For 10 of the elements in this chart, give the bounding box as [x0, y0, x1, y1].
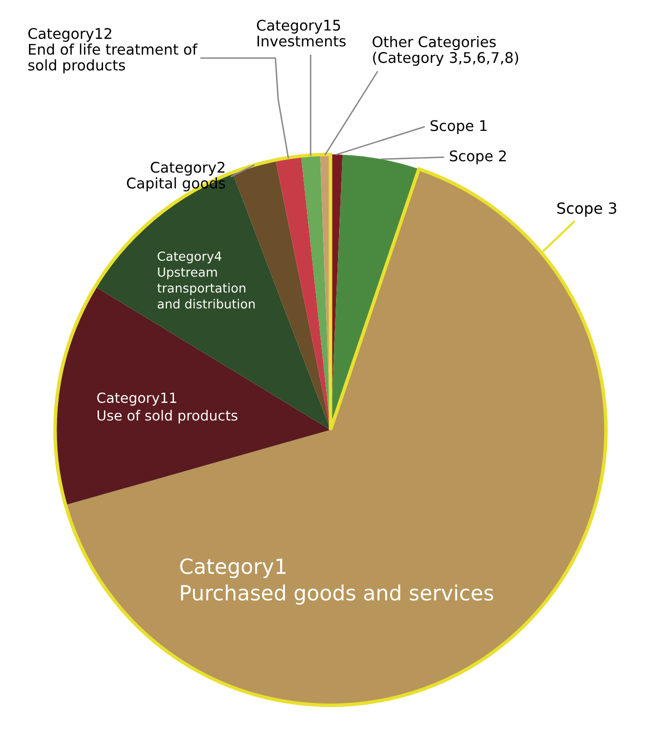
text: Scope 3 — [557, 202, 616, 217]
slice-label: Category4 Upstream transportation and distribution — [157, 251, 255, 309]
slice-label: Category11 Use of sold products — [97, 392, 238, 424]
slice-label: Other Categories (Category 3,5,6,7,8) — [372, 36, 518, 66]
slice-label: Category15 Investments — [256, 20, 346, 47]
slice-label: Category2 Capital goods — [126, 162, 226, 192]
slice-label: Scope 1 — [430, 120, 487, 134]
slice-label: Scope 2 — [450, 150, 506, 164]
slice-label: Category1 Purchased goods and services — [180, 558, 494, 605]
slice-label: Category12 End of life treatment of sold products — [28, 28, 198, 74]
